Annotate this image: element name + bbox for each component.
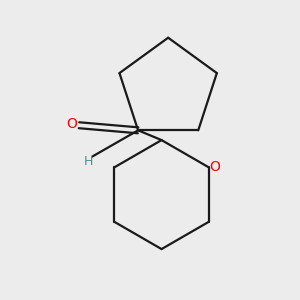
Text: O: O — [66, 117, 77, 130]
Text: O: O — [209, 160, 220, 174]
Text: H: H — [84, 155, 93, 168]
